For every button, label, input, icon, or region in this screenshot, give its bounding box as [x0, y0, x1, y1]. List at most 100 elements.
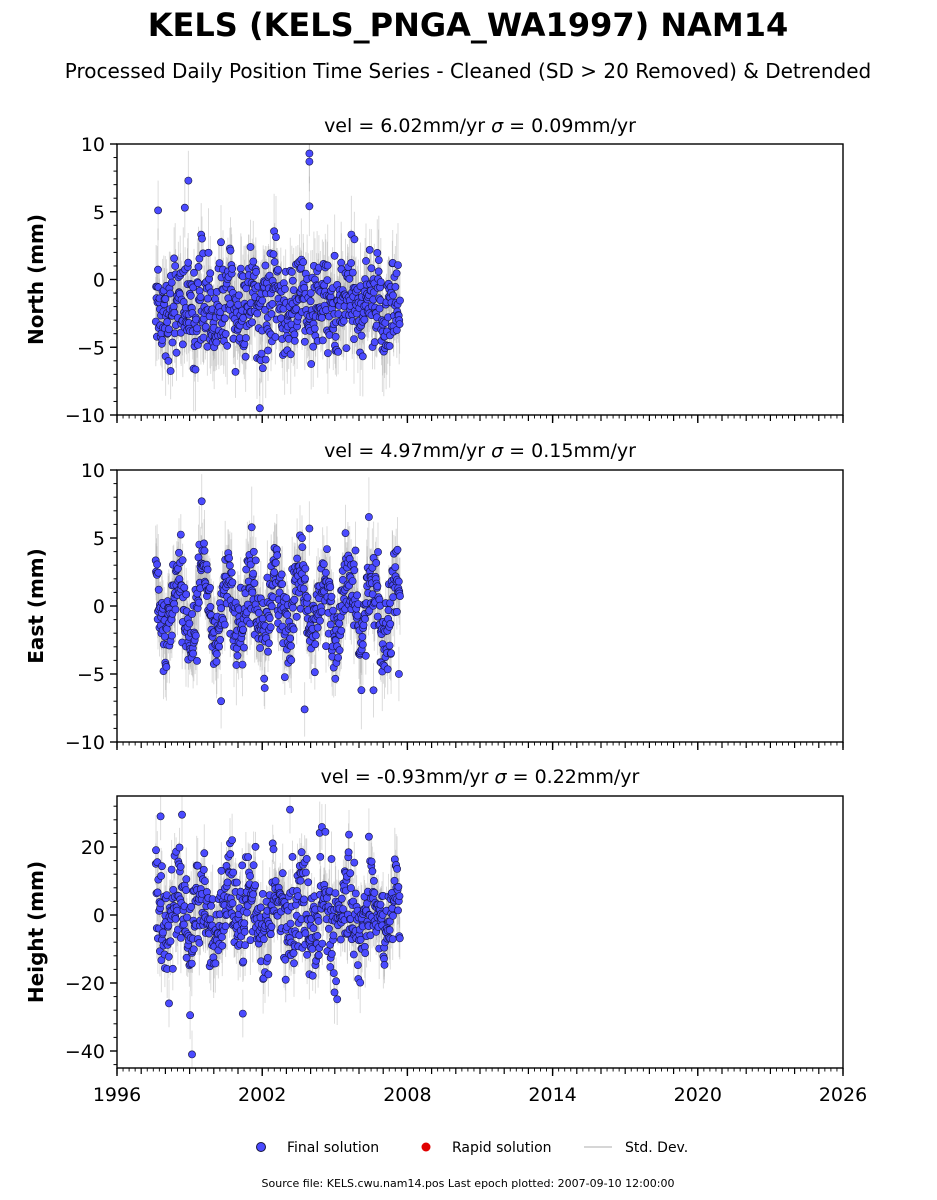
data-point [335, 619, 344, 628]
data-point [326, 963, 335, 971]
data-point [228, 836, 236, 844]
data-point [194, 279, 202, 288]
data-point [247, 523, 256, 532]
data-point [191, 365, 200, 374]
data-point [394, 906, 402, 915]
data-point [324, 924, 333, 933]
data-point [204, 248, 213, 257]
panel-velocity-height: vel = -0.93mm/yr [321, 766, 495, 788]
panel-sigma-east: = 0.15mm/yr [503, 440, 636, 462]
figure-subtitle: Processed Daily Position Time Series - C… [65, 59, 871, 83]
data-point [178, 810, 186, 819]
data-point [396, 296, 404, 305]
data-point [351, 546, 360, 555]
data-point [240, 919, 249, 928]
data-point [396, 592, 404, 600]
y-axis-label-north: North (mm) [24, 214, 48, 345]
data-point [199, 865, 208, 874]
data-point [337, 894, 346, 903]
data-point [189, 649, 197, 658]
data-point [327, 855, 336, 863]
data-point [391, 282, 400, 291]
data-point [154, 585, 163, 594]
data-point [385, 342, 394, 350]
data-point [280, 673, 289, 681]
data-point [348, 268, 357, 277]
data-point [327, 950, 336, 958]
data-point [373, 612, 382, 621]
data-point [334, 653, 342, 662]
data-point [323, 276, 332, 284]
data-point [290, 595, 299, 604]
data-point [365, 245, 374, 254]
data-point [289, 949, 298, 958]
data-point [168, 338, 177, 347]
data-point [223, 341, 232, 350]
data-point [239, 957, 248, 966]
data-point [288, 853, 297, 861]
data-point [353, 961, 362, 969]
data-point [286, 805, 294, 814]
data-point [327, 592, 336, 601]
data-point [260, 684, 269, 692]
data-point [309, 342, 318, 351]
x-axis-ticks-height: 1996 2002 2008 2014 2020 2026 [93, 1068, 867, 1106]
data-point [226, 246, 235, 255]
data-point [260, 305, 269, 314]
data-point [194, 262, 203, 271]
data-point [353, 591, 361, 600]
data-point [348, 577, 357, 585]
data-point [154, 206, 162, 215]
sigma-symbol: σ [491, 115, 504, 137]
data-point [220, 620, 229, 629]
data-point [252, 267, 260, 276]
data-point [311, 640, 320, 649]
data-point [212, 338, 221, 347]
data-point [171, 262, 180, 270]
data-point [183, 913, 191, 922]
data-point [225, 554, 233, 562]
data-point [153, 560, 161, 569]
data-point [184, 176, 193, 185]
data-point [301, 929, 310, 938]
data-point [326, 620, 335, 629]
data-point [264, 647, 272, 656]
data-point [167, 631, 176, 640]
x-tick-label: 1996 [93, 1084, 141, 1106]
data-point [358, 640, 367, 649]
data-point [200, 849, 209, 858]
data-point [385, 926, 394, 934]
data-point [260, 674, 269, 683]
data-point [339, 317, 348, 325]
panel-title-height: vel = -0.93mm/yr σ = 0.22mm/yr [321, 766, 640, 788]
data-point [358, 633, 367, 641]
data-point [212, 650, 221, 658]
data-point [242, 565, 251, 574]
panel-height: vel = -0.93mm/yr σ = 0.22mm/yr 20 0 −20 −40 H… [24, 766, 867, 1106]
data-point [372, 559, 381, 567]
data-point [309, 924, 318, 933]
data-point [238, 861, 247, 870]
data-point [345, 274, 354, 283]
data-point [388, 935, 397, 943]
data-point [253, 309, 262, 318]
data-point [152, 846, 160, 855]
data-point [302, 855, 311, 863]
data-point [272, 233, 280, 241]
data-point [303, 593, 312, 602]
data-point [218, 941, 227, 950]
data-point [228, 578, 237, 587]
x-axis-ticks-east [116, 742, 844, 750]
panels: vel = 6.02mm/yr σ = 0.09mm/yr 10 5 0 −5 −10 No… [24, 115, 867, 1106]
data-point [274, 265, 282, 274]
data-point [313, 932, 322, 940]
data-point [200, 877, 209, 885]
data-point [239, 625, 247, 634]
data-point [286, 350, 295, 359]
data-point [249, 861, 258, 870]
data-point [318, 336, 327, 345]
data-point [175, 548, 183, 557]
data-point [201, 322, 210, 331]
panel-east: vel = 4.97mm/yr σ = 0.15mm/yr 10 5 0 −5 −10 Ea… [24, 440, 844, 754]
data-point [217, 604, 226, 613]
